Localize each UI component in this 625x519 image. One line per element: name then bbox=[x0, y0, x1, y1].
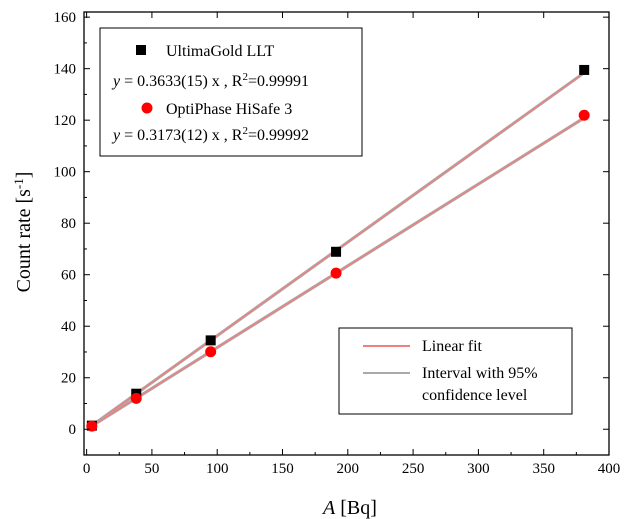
data-point-square bbox=[579, 64, 590, 75]
x-tick-label: 50 bbox=[144, 461, 159, 477]
legend-marker-optiphase bbox=[141, 102, 153, 114]
x-tick-label: 350 bbox=[532, 461, 555, 477]
data-point-square bbox=[205, 335, 216, 346]
legend-equation-ultimagold: y = 0.3633(15) x , R2=0.99991 bbox=[111, 71, 309, 90]
line-legend-box bbox=[338, 327, 573, 415]
legend-label-optiphase: OptiPhase HiSafe 3 bbox=[166, 101, 292, 118]
y-tick-label: 160 bbox=[54, 10, 77, 26]
y-axis-ticks: 0 20 40 60 80 100 120 140 160 bbox=[54, 10, 609, 438]
x-axis-ticks: 0 50 100 150 200 250 300 350 400 bbox=[83, 12, 620, 477]
y-tick-label: 120 bbox=[54, 113, 77, 129]
line-legend: Linear fit Interval with 95% confidence … bbox=[338, 327, 573, 415]
x-tick-label: 150 bbox=[271, 461, 294, 477]
legend-equation-optiphase: y = 0.3173(12) x , R2=0.99992 bbox=[111, 125, 309, 144]
data-points bbox=[86, 64, 590, 432]
data-point-square bbox=[331, 246, 342, 257]
legend-marker-ultimagold bbox=[136, 45, 146, 55]
data-point-circle bbox=[130, 392, 142, 404]
legend-ci-label-line1: Interval with 95% bbox=[422, 365, 538, 382]
plot-frame bbox=[83, 11, 610, 456]
data-point-circle bbox=[86, 420, 98, 432]
legend-ci-label-line2: confidence level bbox=[422, 387, 528, 404]
x-tick-label: 300 bbox=[467, 461, 490, 477]
y-tick-label: 20 bbox=[61, 371, 76, 387]
x-tick-label: 100 bbox=[206, 461, 229, 477]
legend-fit-label: Linear fit bbox=[422, 338, 483, 355]
y-tick-label: 0 bbox=[69, 422, 77, 438]
legend-label-ultimagold: UltimaGold LLT bbox=[166, 43, 275, 60]
x-axis-label: A [Bq] bbox=[321, 497, 377, 519]
data-point-circle bbox=[578, 109, 590, 121]
x-tick-label: 200 bbox=[337, 461, 360, 477]
x-tick-label: 400 bbox=[598, 461, 621, 477]
series-legend: UltimaGold LLT y = 0.3633(15) x , R2=0.9… bbox=[99, 27, 363, 157]
y-tick-label: 60 bbox=[61, 268, 76, 284]
y-tick-label: 100 bbox=[54, 165, 77, 181]
y-tick-label: 40 bbox=[61, 319, 76, 335]
y-tick-label: 80 bbox=[61, 216, 76, 232]
y-tick-label: 140 bbox=[54, 62, 77, 78]
x-tick-label: 0 bbox=[83, 461, 91, 477]
data-point-circle bbox=[330, 267, 342, 279]
x-tick-label: 250 bbox=[402, 461, 425, 477]
data-point-circle bbox=[205, 346, 217, 358]
y-axis-label: Count rate [s-1] bbox=[11, 172, 36, 293]
